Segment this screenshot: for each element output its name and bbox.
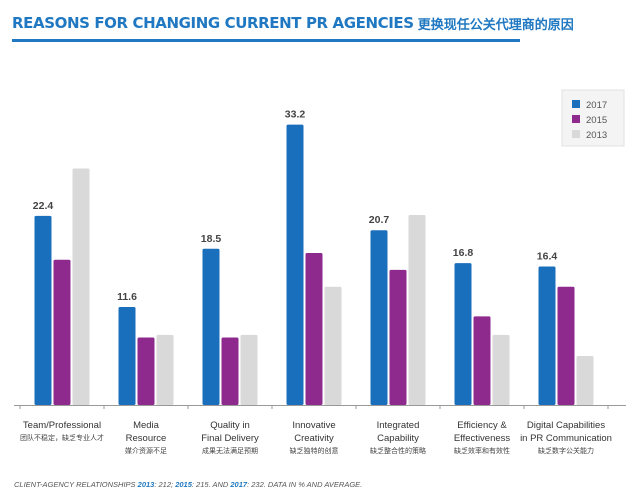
bar-2013-1 xyxy=(156,334,174,405)
bar-2015-5 xyxy=(473,316,491,405)
footer-year-2017: 2017 xyxy=(230,480,248,489)
category-label-6: Digital Capabilities xyxy=(527,420,605,431)
category-label-line2-1: Resource xyxy=(126,433,167,444)
bar-2013-6 xyxy=(576,356,594,405)
title-english: REASONS FOR CHANGING CURRENT PR AGENCIES xyxy=(12,14,414,32)
bar-2017-0 xyxy=(34,215,52,405)
category-label-1: Media xyxy=(133,420,160,431)
category-label-line2-5: Effectiveness xyxy=(454,433,511,444)
category-label-cn-5: 缺乏效率和有效性 xyxy=(454,446,510,455)
category-label-cn-4: 缺乏整合性的策略 xyxy=(370,446,426,455)
category-label-3: Innovative xyxy=(292,420,335,431)
bar-2013-2 xyxy=(240,334,258,405)
data-label-2017-5: 16.8 xyxy=(453,247,474,259)
legend-swatch-2015 xyxy=(572,115,580,123)
bar-2017-2 xyxy=(202,248,220,405)
legend-swatch-2013 xyxy=(572,130,580,138)
footer-year-2013: 2013 xyxy=(137,480,155,489)
data-label-2017-4: 20.7 xyxy=(369,214,390,226)
bar-2017-4 xyxy=(370,230,388,405)
footer-year-2015: 2015 xyxy=(175,480,192,489)
category-label-4: Integrated xyxy=(377,420,420,431)
category-label-2: Quality in xyxy=(210,420,250,431)
footer-value-2017: : 232. DATA IN % AND AVERAGE. xyxy=(247,480,363,489)
legend-label-2013: 2013 xyxy=(586,130,607,141)
data-label-2017-6: 16.4 xyxy=(537,251,558,263)
category-label-line2-3: Creativity xyxy=(294,433,334,444)
bar-2015-3 xyxy=(305,253,323,405)
legend-label-2017: 2017 xyxy=(586,100,607,111)
data-label-2017-3: 33.2 xyxy=(285,109,306,121)
category-label-cn-6: 缺乏数字公关能力 xyxy=(538,446,594,455)
bar-2015-2 xyxy=(221,337,239,405)
category-label-cn-1: 媒介资源不足 xyxy=(125,446,167,455)
title-chinese: 更换现任公关代理商的原因 xyxy=(417,17,574,33)
category-label-cn-0: 团队不稳定，缺乏专业人才 xyxy=(20,433,104,442)
category-label-cn-3: 缺乏独特的创意 xyxy=(290,446,339,455)
bar-2013-3 xyxy=(324,286,342,405)
bar-2017-3 xyxy=(286,124,304,406)
bar-2013-5 xyxy=(492,334,510,405)
bar-2013-4 xyxy=(408,215,426,405)
bar-2015-6 xyxy=(557,286,575,405)
category-label-5: Efficiency & xyxy=(457,420,507,431)
chart-title: REASONS FOR CHANGING CURRENT PR AGENCIES… xyxy=(12,12,574,34)
bar-2017-5 xyxy=(454,263,472,405)
category-label-0: Team/Professional xyxy=(23,420,101,431)
footer-note: CLIENT-AGENCY RELATIONSHIPS 2013: 212; 2… xyxy=(14,480,362,489)
category-label-line2-2: Final Delivery xyxy=(201,433,259,444)
data-label-2017-1: 11.6 xyxy=(117,291,137,303)
footer-prefix: CLIENT-AGENCY RELATIONSHIPS xyxy=(14,480,138,489)
legend-swatch-2017 xyxy=(572,100,580,108)
title-underline xyxy=(12,39,520,42)
bar-2017-6 xyxy=(538,266,556,405)
category-label-line2-4: Capability xyxy=(377,433,419,444)
bar-2017-1 xyxy=(118,307,136,405)
bar-2013-0 xyxy=(72,168,90,405)
footer-value-2015: : 215. AND xyxy=(191,480,231,489)
data-label-2017-2: 18.5 xyxy=(201,233,222,245)
category-label-cn-2: 成果无法满足预期 xyxy=(202,446,258,455)
data-label-2017-0: 22.4 xyxy=(33,200,54,212)
footer-value-2013: : 212; xyxy=(154,480,176,489)
bar-2015-1 xyxy=(137,337,155,405)
bar-2015-4 xyxy=(389,269,407,405)
legend-label-2015: 2015 xyxy=(586,115,607,126)
bar-2015-0 xyxy=(53,259,71,405)
category-label-line2-6: in PR Communication xyxy=(520,433,612,444)
